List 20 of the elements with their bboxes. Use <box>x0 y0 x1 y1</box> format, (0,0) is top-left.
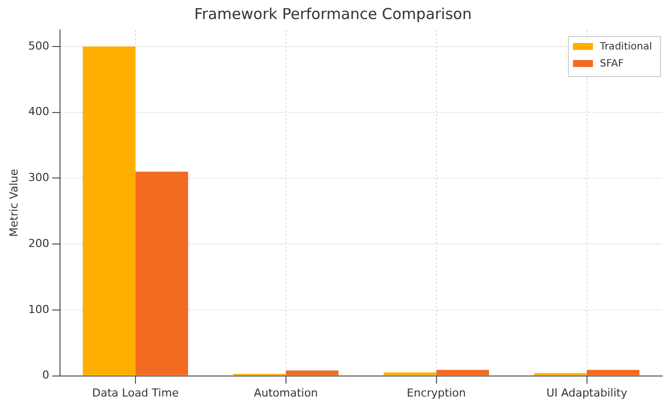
x-tick-label: Data Load Time <box>92 386 179 400</box>
x-tick-label: Automation <box>254 386 318 400</box>
legend-label: Traditional <box>598 42 652 53</box>
y-tick-label: 0 <box>42 368 50 382</box>
x-tick-label: Encryption <box>406 386 466 400</box>
legend-label: SFAF <box>600 58 624 70</box>
bar <box>384 372 436 376</box>
y-tick-label: 300 <box>28 171 50 184</box>
bar <box>436 370 489 376</box>
bar <box>82 46 136 376</box>
bar <box>586 370 640 376</box>
y-tick-label: 200 <box>28 236 50 250</box>
chart-title: Framework Performance Comparison <box>194 4 472 23</box>
y-axis-title: Metric Value <box>7 168 20 237</box>
bar <box>286 370 339 376</box>
x-tick-label: UI Adaptability <box>546 386 628 400</box>
y-tick-label: 400 <box>28 105 50 118</box>
y-tick-label: 100 <box>28 302 50 316</box>
y-tick-label: 500 <box>28 39 50 52</box>
bar <box>135 172 188 376</box>
